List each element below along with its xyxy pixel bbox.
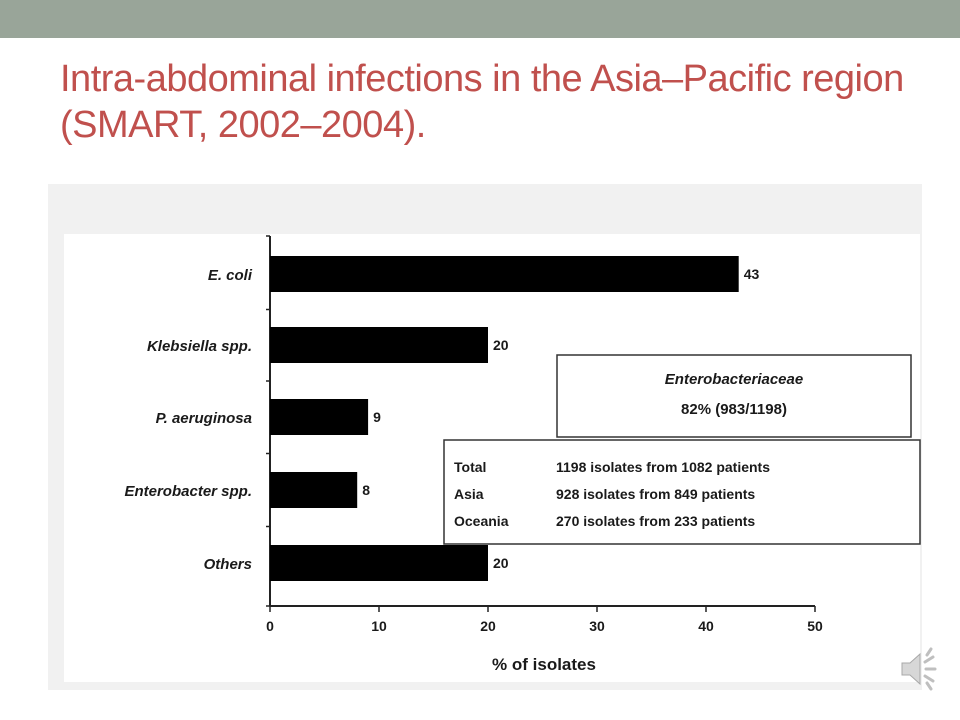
x-tick-label: 30 (589, 618, 605, 634)
totals-row-label: Oceania (454, 513, 509, 529)
category-label: Klebsiella spp. (147, 338, 252, 355)
x-tick-label: 40 (698, 618, 714, 634)
bar (270, 545, 488, 581)
speaker-icon[interactable] (896, 644, 946, 694)
x-tick-label: 10 (371, 618, 387, 634)
totals-box: Total 1198 isolates from 1082 patients A… (443, 439, 921, 545)
chart-bars (270, 256, 739, 581)
totals-row-label: Total (454, 459, 486, 475)
x-axis-title: % of isolates (492, 655, 596, 674)
bar (270, 327, 488, 363)
enterobacteriaceae-title: Enterobacteriaceae (665, 371, 803, 388)
totals-row-label: Asia (454, 486, 484, 502)
category-label: E. coli (208, 267, 253, 284)
bar (270, 256, 739, 292)
category-label: Enterobacter spp. (124, 483, 252, 500)
enterobacteriaceae-box: Enterobacteriaceae 82% (983/1198) (556, 354, 912, 438)
value-label: 8 (362, 482, 370, 498)
top-accent-bar (0, 0, 960, 38)
value-label: 43 (744, 266, 760, 282)
totals-row-text: 928 isolates from 849 patients (556, 486, 755, 502)
chart-labels: 0 10 20 30 40 50 E. coli 43 Klebsiella spp. 20 P. … (124, 266, 823, 634)
x-tick-label: 20 (480, 618, 496, 634)
value-label: 9 (373, 409, 381, 425)
x-tick-label: 50 (807, 618, 823, 634)
category-label: Others (204, 556, 252, 573)
slide-title: Intra-abdominal infections in the Asia–P… (60, 58, 904, 146)
x-tick-label: 0 (266, 618, 274, 634)
bar (270, 472, 358, 508)
bar (270, 399, 369, 435)
category-label: P. aeruginosa (156, 410, 252, 427)
value-label: 20 (493, 337, 509, 353)
value-label: 20 (493, 555, 509, 571)
enterobacteriaceae-value: 82% (983/1198) (681, 401, 787, 418)
totals-row-text: 270 isolates from 233 patients (556, 513, 755, 529)
totals-row-text: 1198 isolates from 1082 patients (556, 459, 770, 475)
